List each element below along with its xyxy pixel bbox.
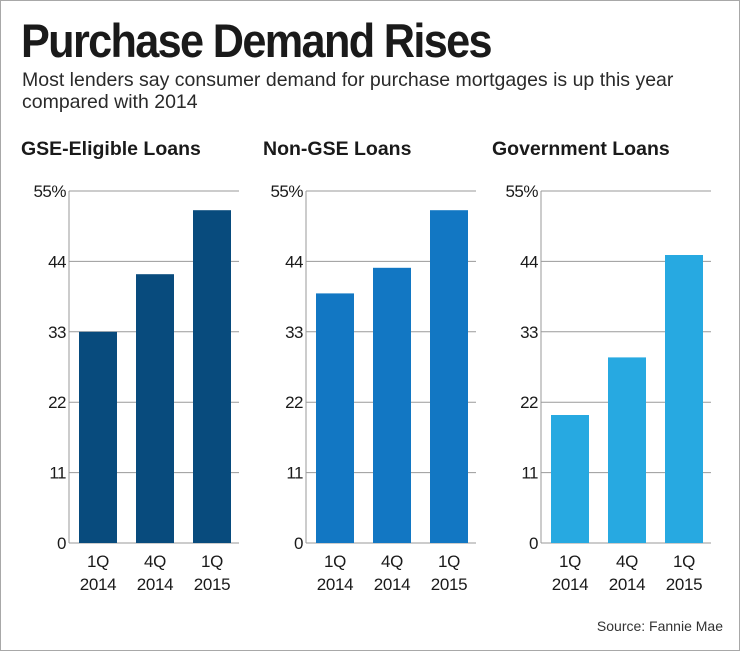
chart-2-title: Non-GSE Loans (263, 138, 412, 160)
chart-3-ytick-label: 33 (520, 323, 538, 342)
chart-1-xtick-label: 1Q (201, 552, 223, 571)
chart-1-ytick-label: 44 (48, 252, 66, 271)
chart-3-ytick-label: 44 (520, 252, 538, 271)
chart-1-xtick-label: 4Q (144, 552, 166, 571)
source-note: Source: Fannie Mae (596, 618, 723, 634)
chart-1-ytick-label: 0 (57, 534, 66, 553)
chart-3-ytick-label: 11 (521, 464, 538, 483)
chart-2-ytick-label: 33 (285, 323, 303, 342)
chart-3-xtick-label: 4Q (616, 552, 638, 571)
chart-1-xtick-label: 1Q (87, 552, 109, 571)
chart-1-bar-2 (136, 274, 174, 543)
chart-3-bar-1 (551, 415, 589, 543)
chart-3-ytick-label: 22 (520, 393, 538, 412)
chart-3-xtick-label: 2014 (552, 575, 589, 594)
chart-3-ytick-label: 55% (505, 182, 538, 201)
page-title: Purchase Demand Rises (21, 14, 493, 67)
chart-2-ytick-label: 22 (285, 393, 303, 412)
chart-2-xtick-label: 1Q (324, 552, 346, 571)
chart-1-xtick-label: 2015 (194, 575, 231, 594)
chart-3-xtick-label: 1Q (673, 552, 695, 571)
chart-3-xtick-label: 2014 (609, 575, 646, 594)
chart-2-bar-2 (373, 267, 411, 543)
chart-2-bar-1 (316, 293, 354, 543)
chart-3-ytick-label: 0 (529, 534, 538, 553)
chart-2-xtick-label: 2014 (374, 575, 411, 594)
page-subtitle: Most lenders say consumer demand for pur… (22, 69, 674, 113)
chart-2-bar-3 (430, 210, 468, 543)
chart-3-xtick-label: 2015 (666, 575, 703, 594)
chart-1-ytick-label: 55% (33, 182, 66, 201)
chart-3-xtick-label: 1Q (559, 552, 581, 571)
chart-3-title: Government Loans (492, 138, 670, 160)
chart-2-xtick-label: 2014 (317, 575, 354, 594)
chart-3-bar-2 (608, 357, 646, 543)
chart-3-bar-3 (665, 255, 703, 543)
chart-2-xtick-label: 2015 (431, 575, 468, 594)
chart-1-ytick-label: 22 (48, 393, 66, 412)
chart-1-ytick-label: 33 (48, 323, 66, 342)
chart-2-ytick-label: 55% (270, 182, 303, 201)
chart-1-bar-3 (193, 210, 231, 543)
chart-2-xtick-label: 1Q (438, 552, 460, 571)
chart-1-xtick-label: 2014 (137, 575, 174, 594)
chart-1-xtick-label: 2014 (80, 575, 117, 594)
chart-1-title: GSE-Eligible Loans (21, 138, 201, 160)
chart-2-ytick-label: 0 (294, 534, 303, 553)
chart-2-ytick-label: 11 (286, 464, 303, 483)
chart-1-ytick-label: 11 (49, 464, 66, 483)
chart-2-xtick-label: 4Q (381, 552, 403, 571)
chart-1-bar-1 (79, 331, 117, 543)
chart-2-ytick-label: 44 (285, 252, 303, 271)
